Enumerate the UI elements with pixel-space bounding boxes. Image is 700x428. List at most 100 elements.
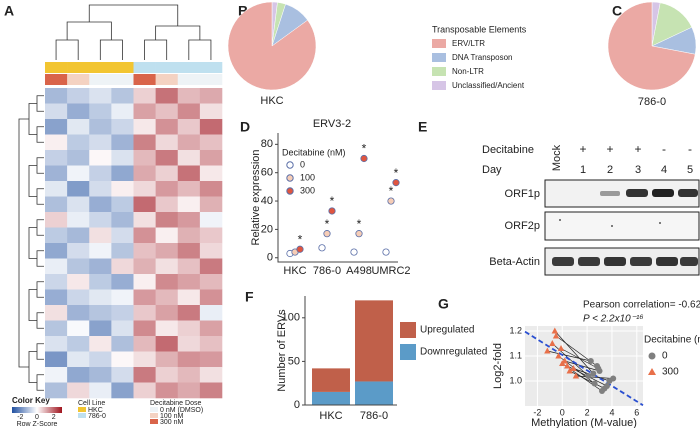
pie-slice: [227, 1, 317, 91]
heatmap-cell: [133, 181, 156, 197]
dose-bar: [45, 74, 68, 85]
heatmap-cell: [177, 103, 201, 120]
heatmap-cell: [199, 196, 223, 213]
legend-marker: [286, 161, 294, 169]
heatmap-cell: [199, 227, 223, 244]
heatmap-cell: [89, 227, 112, 244]
x-tick-label: 786-0: [313, 265, 341, 277]
y-tick-label: 20: [261, 223, 273, 235]
heatmap-cell: [177, 351, 201, 368]
lane-label: 2: [607, 164, 613, 176]
treatment-sign: -: [688, 142, 692, 156]
annotation: P < 2.2x10⁻¹⁶: [583, 314, 643, 325]
point: [549, 340, 556, 346]
heatmap-cell: [199, 212, 223, 228]
heatmap-cell: [67, 243, 90, 259]
pair-link: [560, 348, 599, 369]
heatmap-cell: [133, 134, 156, 151]
heatmap-cell: [45, 336, 68, 352]
panel-label: D: [240, 119, 250, 135]
heatmap-cell: [155, 165, 179, 182]
heatmap-cell: [177, 305, 201, 321]
cell-line-bar: [67, 62, 90, 73]
y-tick-label: 1.1: [509, 350, 522, 360]
heatmap-cell: [111, 367, 134, 383]
heatmap-cell: [155, 367, 179, 383]
heatmap-cell: [67, 165, 90, 182]
heatmap-cell: [133, 88, 156, 104]
x-tick-label: A498: [346, 265, 372, 277]
heatmap-cell: [177, 320, 201, 337]
lane-label: 5: [687, 164, 693, 176]
heatmap-cell: [133, 165, 156, 182]
dendrogram: [144, 39, 168, 60]
dendrogram: [66, 21, 112, 40]
legend-label: 100 nM: [160, 413, 184, 420]
heatmap-cell: [89, 336, 112, 352]
point: [587, 358, 594, 364]
point: [595, 365, 602, 372]
heatmap-cell: [45, 150, 68, 166]
heatmap-cell: [133, 289, 156, 306]
dot: [387, 197, 395, 205]
legend-label: 0 nM (DMSO): [160, 407, 203, 414]
heatmap-cell: [177, 243, 201, 259]
y-tick-label: 100: [282, 312, 300, 324]
heatmap-cell: [67, 196, 90, 213]
heatmap-cell: [177, 289, 201, 306]
color-key-bar: [12, 407, 62, 413]
heatmap-cell: [133, 196, 156, 213]
lane-label: Mock: [551, 144, 563, 171]
heatmap-cell: [111, 181, 134, 197]
bar-segment: [312, 391, 350, 405]
heatmap-cell: [199, 320, 223, 337]
legend-swatch: [78, 407, 86, 412]
y-axis-label: Log2-fold: [492, 343, 504, 389]
heatmap-cell: [177, 274, 201, 290]
x-tick-label: 0: [560, 407, 565, 417]
heatmap-cell: [199, 289, 223, 306]
heatmap-cell: [133, 212, 156, 228]
heatmap-cell: [155, 119, 179, 135]
dendrogram: [28, 289, 37, 321]
dot: [392, 179, 400, 187]
cell-line-bar: [133, 62, 156, 73]
dendrogram: [188, 39, 212, 60]
y-tick-label: 80: [261, 138, 273, 150]
legend-marker: [286, 187, 294, 195]
heatmap-cell: [199, 165, 223, 182]
point: [566, 367, 573, 374]
axis: [277, 133, 398, 263]
legend-label: 300: [300, 185, 315, 195]
heatmap-cell: [155, 336, 179, 352]
heatmap-cell: [89, 165, 112, 182]
y-axis-label: Relative expression: [250, 150, 262, 246]
heatmap-cell: [111, 336, 134, 352]
heatmap-cell: [177, 165, 201, 182]
panel-label: G: [438, 296, 449, 312]
legend-marker: [286, 174, 294, 182]
heatmap-cell: [177, 88, 201, 104]
heatmap-cell: [177, 150, 201, 166]
point: [564, 362, 571, 369]
significance: *: [298, 232, 303, 246]
x-tick-label: 4: [609, 407, 614, 417]
heatmap-cell: [89, 367, 112, 383]
legend-swatch: [400, 344, 416, 360]
legend-title: Decitabine (nM): [644, 335, 700, 346]
point: [590, 370, 597, 377]
heatmap-cell: [111, 274, 134, 290]
heatmap-cell: [199, 351, 223, 368]
heatmap-cell: [155, 320, 179, 337]
heatmap-cell: [155, 212, 179, 228]
heatmap-cell: [133, 243, 156, 259]
legend-swatch: [432, 81, 446, 90]
cell-line-bar: [111, 62, 134, 73]
treatment-sign: +: [634, 142, 641, 156]
heatmap-cell: [111, 165, 134, 182]
panel-label: B: [238, 3, 248, 19]
legend-label: Non-LTR: [452, 67, 484, 76]
heatmap-cell: [45, 227, 68, 244]
dose-bar: [155, 74, 179, 85]
legend-label: DNA Transposon: [452, 53, 512, 62]
